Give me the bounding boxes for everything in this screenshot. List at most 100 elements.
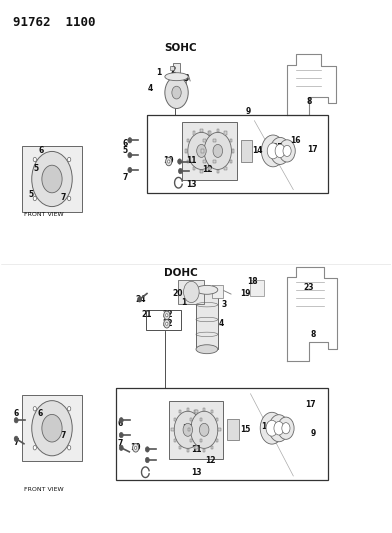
Text: 13: 13 <box>191 468 201 477</box>
Text: 15: 15 <box>241 425 251 434</box>
Text: 7: 7 <box>13 438 19 447</box>
Circle shape <box>132 443 139 452</box>
Text: 1: 1 <box>181 298 186 307</box>
Circle shape <box>168 160 170 163</box>
Circle shape <box>188 132 215 169</box>
Circle shape <box>266 420 278 436</box>
Bar <box>146 310 181 330</box>
Circle shape <box>200 423 209 437</box>
Bar <box>187 449 189 452</box>
Bar <box>250 280 264 296</box>
Text: 14: 14 <box>252 147 263 156</box>
Bar <box>209 132 211 135</box>
Circle shape <box>283 146 291 157</box>
Circle shape <box>197 144 206 157</box>
Bar <box>174 418 176 421</box>
Bar <box>217 170 219 173</box>
Bar <box>178 280 204 304</box>
Text: 4: 4 <box>219 319 224 328</box>
Bar <box>200 439 202 442</box>
Text: FRONT VIEW: FRONT VIEW <box>24 212 63 217</box>
Ellipse shape <box>196 345 218 354</box>
Circle shape <box>172 86 181 99</box>
Circle shape <box>67 407 71 411</box>
Text: 6: 6 <box>39 147 44 156</box>
Circle shape <box>260 413 283 444</box>
Text: 6: 6 <box>123 139 128 148</box>
Circle shape <box>14 436 18 441</box>
Circle shape <box>267 143 279 159</box>
Bar <box>193 132 195 135</box>
Bar <box>211 446 213 449</box>
Text: 7: 7 <box>60 431 65 440</box>
Text: 6: 6 <box>118 419 123 428</box>
Text: 13: 13 <box>186 180 196 189</box>
Text: 22: 22 <box>163 310 173 319</box>
Circle shape <box>174 411 201 448</box>
Bar <box>200 418 202 421</box>
Bar <box>22 395 82 461</box>
Text: 5: 5 <box>123 147 128 156</box>
Bar <box>196 290 218 349</box>
Text: 1: 1 <box>156 68 162 77</box>
Circle shape <box>164 319 170 328</box>
Circle shape <box>164 311 170 319</box>
Bar <box>203 449 205 452</box>
Text: DOHC: DOHC <box>163 268 197 278</box>
Bar <box>147 115 328 193</box>
Circle shape <box>274 422 284 435</box>
Text: 18: 18 <box>247 277 258 286</box>
Circle shape <box>178 159 181 164</box>
Bar <box>171 428 174 431</box>
Text: 17: 17 <box>305 400 316 409</box>
Circle shape <box>33 407 36 411</box>
Text: 10: 10 <box>131 443 141 453</box>
Text: 9: 9 <box>310 429 316 438</box>
Bar <box>178 74 186 84</box>
Text: 12: 12 <box>202 166 213 174</box>
Text: 4: 4 <box>147 84 153 93</box>
Bar <box>173 63 180 77</box>
Circle shape <box>138 297 142 302</box>
Circle shape <box>128 152 132 158</box>
Bar <box>232 149 234 152</box>
Bar <box>116 389 328 480</box>
Text: 91762  1100: 91762 1100 <box>13 16 96 29</box>
Bar <box>212 285 223 298</box>
Circle shape <box>278 417 294 439</box>
Circle shape <box>128 167 132 173</box>
Text: 15: 15 <box>272 143 283 152</box>
Circle shape <box>183 281 199 303</box>
Circle shape <box>32 151 72 207</box>
Bar <box>216 439 218 442</box>
Bar <box>22 146 82 212</box>
Bar <box>169 401 223 459</box>
Bar <box>211 410 213 414</box>
Circle shape <box>33 157 36 161</box>
Text: 8: 8 <box>310 330 316 339</box>
Bar <box>216 149 218 152</box>
Bar <box>230 139 232 142</box>
Circle shape <box>261 135 285 167</box>
Text: 6: 6 <box>14 409 19 418</box>
Bar <box>200 128 203 132</box>
Text: 16: 16 <box>261 422 271 431</box>
Circle shape <box>279 140 295 162</box>
Bar <box>193 167 195 171</box>
Text: 21: 21 <box>141 310 151 319</box>
Circle shape <box>165 77 188 109</box>
Bar <box>190 418 192 421</box>
Circle shape <box>67 196 71 201</box>
Bar <box>209 167 211 171</box>
Text: 3: 3 <box>221 300 227 309</box>
Bar <box>190 439 192 442</box>
Bar <box>196 446 198 449</box>
Circle shape <box>166 157 172 166</box>
Circle shape <box>119 445 123 450</box>
Bar <box>194 446 196 449</box>
Circle shape <box>128 138 132 143</box>
Circle shape <box>269 415 289 442</box>
Text: 5: 5 <box>33 164 38 173</box>
Bar <box>203 408 205 411</box>
Circle shape <box>282 423 290 434</box>
